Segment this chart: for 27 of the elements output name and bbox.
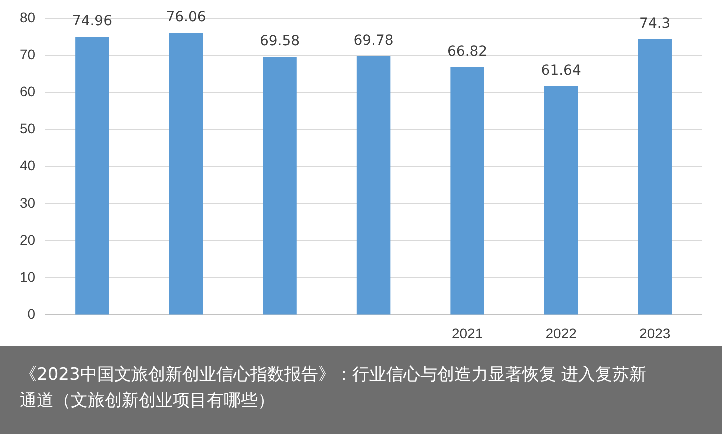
y-tick-label: 60 bbox=[20, 83, 36, 100]
data-label: 74.96 bbox=[72, 14, 113, 30]
data-label: 74.3 bbox=[640, 16, 671, 32]
bar bbox=[263, 57, 297, 315]
bar bbox=[356, 56, 391, 315]
data-label: 66.82 bbox=[448, 44, 488, 60]
x-tick-label: 2023 bbox=[640, 325, 671, 342]
data-label: 69.78 bbox=[354, 32, 394, 49]
x-tick-label: 2022 bbox=[546, 325, 578, 342]
y-tick-label: 80 bbox=[20, 9, 36, 26]
bar bbox=[76, 37, 110, 315]
y-tick-label: 30 bbox=[20, 194, 36, 211]
text: 《2023中国文旅创新创业信心指数报告》：行业信心与创造力显著恢复 进入复苏新通道（文旅创新创业项目有哪些） bbox=[0, 346, 722, 434]
bar bbox=[450, 67, 484, 315]
y-tick-label: 70 bbox=[20, 46, 36, 62]
y-tick-label: 40 bbox=[20, 158, 36, 174]
y-tick-label: 10 bbox=[20, 268, 36, 285]
data-label: 76.06 bbox=[166, 10, 206, 26]
bar bbox=[638, 40, 672, 315]
y-tick-label: 50 bbox=[20, 120, 36, 137]
bar bbox=[544, 86, 578, 315]
data-label: 69.58 bbox=[260, 34, 300, 50]
y-tick-label: 0 bbox=[28, 306, 36, 322]
bar bbox=[169, 33, 204, 315]
y-tick-label: 20 bbox=[20, 232, 36, 248]
x-tick-label: 2021 bbox=[452, 325, 484, 342]
data-label: 61.64 bbox=[541, 63, 582, 80]
